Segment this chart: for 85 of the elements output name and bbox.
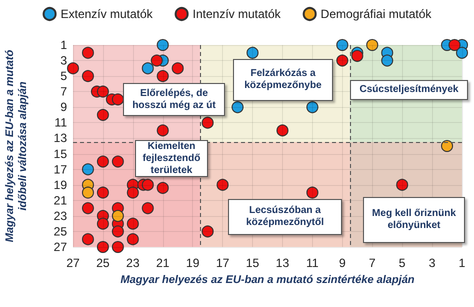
callout-box: Előrelépés, de hosszú még az út xyxy=(123,83,225,116)
callout-box: Meg kell őriznünk előnyünket xyxy=(363,197,465,243)
point xyxy=(112,210,124,222)
y-tick-label: 23 xyxy=(54,208,68,223)
y-axis-title: Magyar helyezés az EU-ban a mutató időbeli változása alapján xyxy=(4,48,30,244)
point xyxy=(202,225,214,238)
point xyxy=(306,101,318,114)
callout-box: Csúcsteljesítmények xyxy=(350,80,468,100)
point xyxy=(126,233,139,246)
y-tick-label: 27 xyxy=(54,240,68,254)
point xyxy=(202,116,214,129)
x-tick-label: 15 xyxy=(246,256,260,270)
y-tick-label: 13 xyxy=(54,131,68,146)
point xyxy=(381,54,394,67)
point xyxy=(96,108,109,121)
point xyxy=(142,178,154,191)
x-tick-label: 21 xyxy=(156,256,170,270)
point xyxy=(96,186,109,199)
x-tick-label: 25 xyxy=(96,256,110,270)
point xyxy=(306,186,318,199)
point xyxy=(336,39,348,51)
point xyxy=(112,241,124,253)
x-tick-label: 1 xyxy=(458,256,466,270)
x-tick-label: 9 xyxy=(338,256,346,270)
point xyxy=(82,70,94,82)
point xyxy=(351,50,364,62)
point xyxy=(82,186,94,199)
x-tick-label: 23 xyxy=(126,256,140,270)
point xyxy=(96,86,109,98)
y-tick-label: 9 xyxy=(60,100,68,114)
y-tick-label: 25 xyxy=(54,224,68,238)
y-tick-label: 15 xyxy=(54,146,68,161)
x-tick-label: 5 xyxy=(398,256,406,270)
point xyxy=(82,46,94,59)
point xyxy=(82,202,94,214)
x-tick-label: 3 xyxy=(428,256,436,270)
y-tick-label: 5 xyxy=(60,69,68,84)
point xyxy=(112,156,124,168)
y-tick-label: 17 xyxy=(54,162,68,176)
point xyxy=(96,218,109,230)
y-tick-label: 11 xyxy=(54,116,68,130)
callout-box: Lecsúszóban a középmezőnytől xyxy=(228,199,342,235)
legend-label: Extenzív mutatók xyxy=(60,7,154,21)
point xyxy=(448,39,461,51)
point xyxy=(112,93,124,106)
legend-label: Demográfiai mutatók xyxy=(320,7,432,21)
point xyxy=(150,54,163,67)
point xyxy=(82,233,94,246)
point xyxy=(216,178,229,191)
point xyxy=(67,62,79,74)
point xyxy=(172,62,184,74)
point xyxy=(82,163,94,176)
point xyxy=(156,70,169,82)
y-tick-label: 3 xyxy=(60,54,68,68)
y-tick-label: 19 xyxy=(54,178,68,192)
point xyxy=(156,124,169,136)
point xyxy=(126,186,139,199)
y-tick-label: 21 xyxy=(54,193,68,208)
point xyxy=(456,46,468,59)
point xyxy=(96,156,109,168)
point xyxy=(156,182,169,194)
x-tick-label: 17 xyxy=(216,256,230,270)
point xyxy=(112,225,124,238)
point xyxy=(126,218,139,230)
callout-box: Felzárkózás a középmezőnybe xyxy=(233,59,333,101)
point xyxy=(396,178,408,191)
callout-box: Kiemelten fejlesztendő területek xyxy=(135,140,208,177)
point xyxy=(156,39,169,51)
point xyxy=(246,46,259,59)
point xyxy=(96,241,109,253)
point xyxy=(276,124,288,136)
legend-label: Intenzív mutatók xyxy=(192,7,282,21)
point xyxy=(142,62,154,74)
x-tick-label: 19 xyxy=(186,256,200,270)
y-tick-label: 1 xyxy=(60,38,68,52)
x-tick-label: 7 xyxy=(368,256,376,270)
x-axis-title: Magyar helyezés az EU-ban a mutató szintértéke alapján xyxy=(120,274,415,286)
y-tick-label: 7 xyxy=(60,84,68,99)
point xyxy=(142,202,154,214)
point xyxy=(336,54,348,67)
point xyxy=(366,39,378,51)
point xyxy=(232,101,244,114)
x-tick-label: 13 xyxy=(276,256,290,270)
x-tick-label: 11 xyxy=(306,256,319,270)
point xyxy=(441,140,454,152)
